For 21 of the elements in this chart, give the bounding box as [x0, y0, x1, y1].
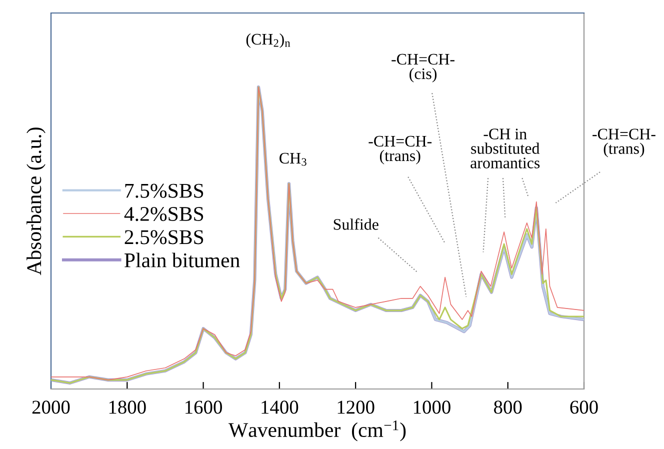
x-axis-title: Wavenumber (cm$^{−1}$): [228, 420, 406, 442]
x-tick-label: 1600: [186, 400, 222, 414]
annotation: -CH in substituted aromantics: [470, 128, 540, 168]
annotation: (CH$_{2}$)$_{n}$: [246, 33, 290, 48]
x-tick-label: 1800: [109, 400, 146, 414]
legend-label: 7.5%SBS: [125, 184, 204, 198]
y-axis-title: Absorbance (a.u.): [26, 128, 46, 276]
text: -CH=CH- (trans): [592, 128, 656, 158]
x-tick-label: 1400: [262, 400, 298, 414]
legend-label: Plain bitumen: [124, 252, 240, 268]
legend-label: 2.5%SBS: [124, 230, 204, 244]
legend-label: 4.2%SBS: [124, 206, 204, 222]
annotation: -CH=CH- (trans): [368, 136, 432, 164]
x-tick-label: 1000: [414, 400, 450, 414]
x-tick-label: 1200: [338, 400, 374, 414]
text: -CH=CH- (cis): [392, 54, 454, 82]
x-tick-label: 600: [570, 400, 598, 414]
annotation: CH$_{3}$: [280, 152, 306, 166]
x-tick-label: 800: [494, 400, 522, 414]
x-tick-label: 2000: [32, 400, 70, 414]
annotation: Sulfide: [334, 218, 378, 230]
